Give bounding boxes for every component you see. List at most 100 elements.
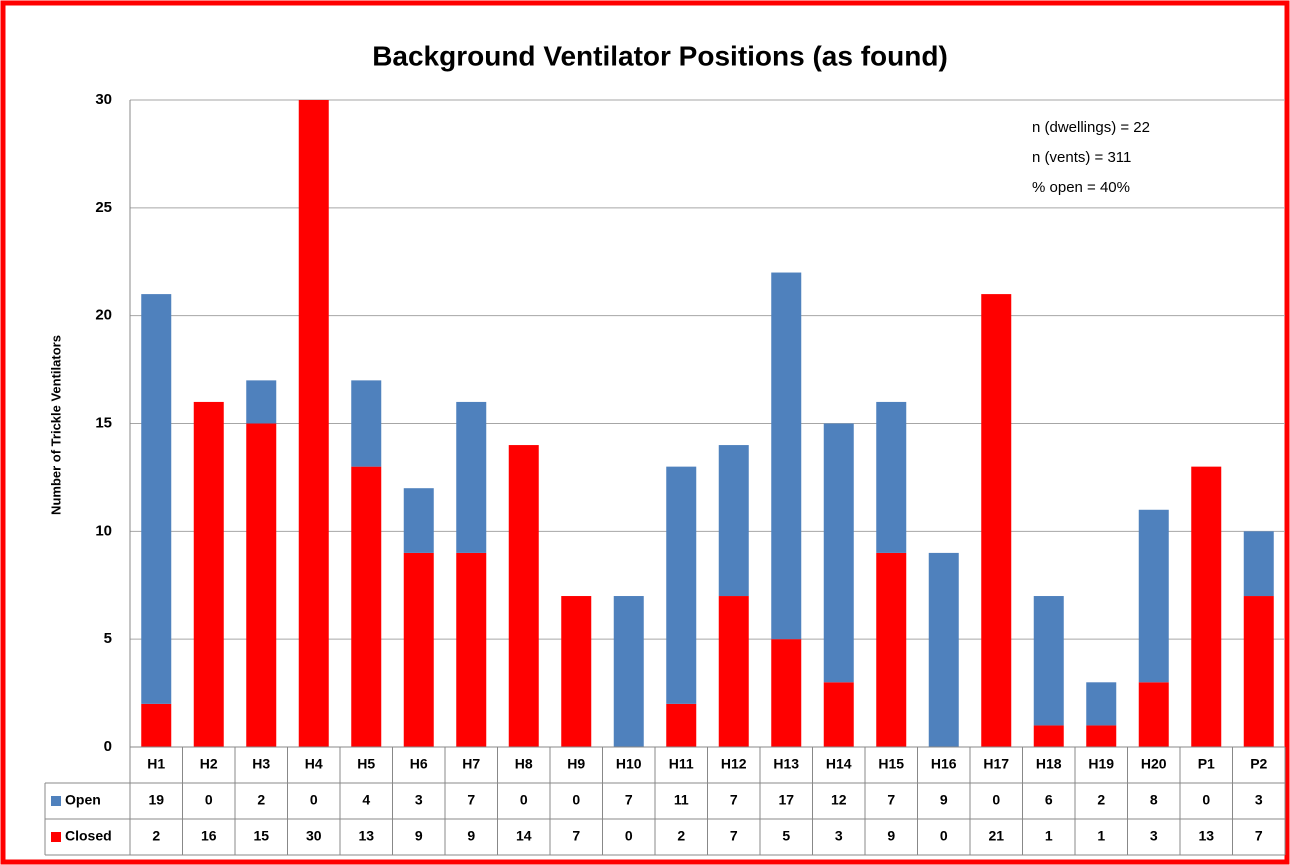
- y-tick-label: 20: [95, 307, 112, 324]
- table-cell: 2: [1097, 792, 1105, 808]
- bar: [1243, 531, 1274, 597]
- y-tick-label: 5: [104, 630, 112, 647]
- bar: [1138, 682, 1169, 747]
- annotation: % open = 40%: [1032, 179, 1130, 196]
- table-cell: 2: [152, 828, 160, 844]
- bar: [561, 596, 592, 747]
- legend-swatch: [51, 796, 61, 806]
- x-tick-label: H14: [826, 756, 852, 772]
- bar: [1086, 725, 1117, 747]
- x-tick-label: P2: [1250, 756, 1267, 772]
- table-cell: 9: [415, 828, 423, 844]
- x-tick-label: H13: [773, 756, 799, 772]
- table-cell: 0: [520, 792, 528, 808]
- bar: [666, 466, 697, 704]
- x-tick-label: H19: [1088, 756, 1114, 772]
- bar: [456, 552, 487, 747]
- table-cell: 3: [1255, 792, 1263, 808]
- x-tick-label: H7: [462, 756, 480, 772]
- chart-title: Background Ventilator Positions (as foun…: [372, 40, 948, 71]
- table-cell: 11: [674, 792, 689, 808]
- bar: [771, 272, 802, 640]
- y-tick-label: 15: [95, 414, 112, 431]
- bar: [403, 552, 434, 747]
- x-tick-label: H15: [878, 756, 904, 772]
- y-tick-label: 0: [104, 738, 112, 755]
- table-cell: 13: [1198, 828, 1214, 844]
- bar: [1033, 596, 1064, 726]
- table-cell: 4: [362, 792, 370, 808]
- bar: [1243, 596, 1274, 747]
- bar: [246, 380, 277, 424]
- x-tick-label: H12: [721, 756, 747, 772]
- table-cell: 6: [1045, 792, 1053, 808]
- bar: [141, 294, 172, 704]
- x-tick-label: H4: [305, 756, 323, 772]
- table-cell: 9: [940, 792, 948, 808]
- table-cell: 12: [831, 792, 847, 808]
- table-cell: 1: [1045, 828, 1053, 844]
- bar: [823, 423, 854, 683]
- legend-swatch: [51, 832, 61, 842]
- table-cell: 0: [572, 792, 580, 808]
- table-cell: 15: [253, 828, 269, 844]
- table-cell: 7: [572, 828, 580, 844]
- table-cell: 2: [257, 792, 265, 808]
- bar: [876, 401, 907, 553]
- table-cell: 9: [887, 828, 895, 844]
- x-tick-label: P1: [1198, 756, 1215, 772]
- bar: [351, 466, 382, 747]
- annotation: n (dwellings) = 22: [1032, 119, 1150, 136]
- y-tick-label: 10: [95, 522, 112, 539]
- table-cell: 7: [1255, 828, 1263, 844]
- x-tick-label: H6: [410, 756, 428, 772]
- table-cell: 30: [306, 828, 322, 844]
- bar: [456, 401, 487, 553]
- bar: [246, 423, 277, 747]
- table-cell: 16: [201, 828, 217, 844]
- bar: [1086, 682, 1117, 726]
- table-cell: 3: [1150, 828, 1158, 844]
- x-tick-label: H9: [567, 756, 585, 772]
- bar: [876, 552, 907, 747]
- x-tick-label: H3: [252, 756, 270, 772]
- table-cell: 3: [835, 828, 843, 844]
- y-axis-label: Number of Trickle Ventilators: [48, 335, 63, 515]
- x-tick-label: H20: [1141, 756, 1167, 772]
- table-cell: 0: [940, 828, 948, 844]
- table-cell: 17: [778, 792, 794, 808]
- bar: [718, 596, 749, 747]
- table-cell: 0: [205, 792, 213, 808]
- table-cell: 3: [415, 792, 423, 808]
- bar: [928, 552, 959, 747]
- table-cell: 13: [358, 828, 374, 844]
- table-cell: 14: [516, 828, 532, 844]
- bar: [1138, 509, 1169, 683]
- table-cell: 9: [467, 828, 475, 844]
- bar: [981, 294, 1012, 747]
- table-cell: 7: [730, 792, 738, 808]
- table-cell: 19: [148, 792, 164, 808]
- legend-label: Closed: [65, 828, 112, 844]
- table-cell: 0: [310, 792, 318, 808]
- bar: [666, 703, 697, 747]
- table-cell: 5: [782, 828, 790, 844]
- table-cell: 7: [730, 828, 738, 844]
- table-cell: 0: [1202, 792, 1210, 808]
- table-cell: 7: [887, 792, 895, 808]
- x-tick-label: H16: [931, 756, 957, 772]
- table-cell: 0: [625, 828, 633, 844]
- bar: [193, 401, 224, 747]
- table-cell: 21: [988, 828, 1004, 844]
- x-tick-label: H10: [616, 756, 642, 772]
- bar: [718, 445, 749, 597]
- bar: [141, 703, 172, 747]
- x-tick-label: H18: [1036, 756, 1062, 772]
- x-tick-label: H11: [669, 756, 694, 772]
- bar: [823, 682, 854, 747]
- table-cell: 7: [467, 792, 475, 808]
- bar: [508, 445, 539, 747]
- table-cell: 1: [1097, 828, 1105, 844]
